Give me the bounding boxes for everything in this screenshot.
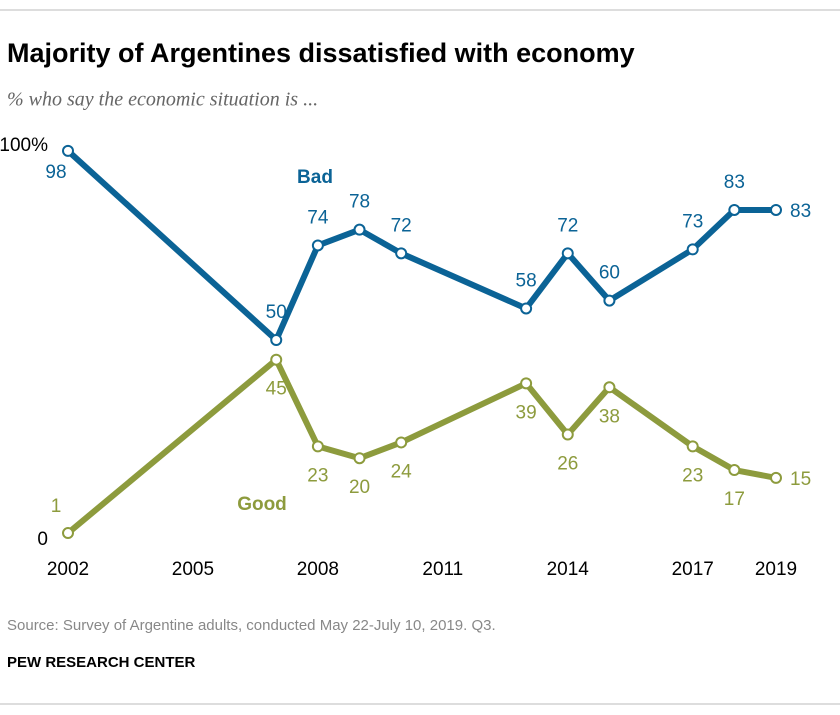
point xyxy=(728,464,741,477)
point xyxy=(520,377,533,390)
point xyxy=(520,302,533,315)
value-label: 98 xyxy=(45,162,66,183)
value-label: 72 xyxy=(391,215,412,236)
value-label: 24 xyxy=(391,461,413,482)
value-label: 83 xyxy=(724,172,745,193)
value-label: 72 xyxy=(557,215,578,236)
y-tick-label: 100% xyxy=(0,135,48,156)
value-label: 1 xyxy=(51,496,62,517)
x-tick-label: 2019 xyxy=(755,559,797,580)
point xyxy=(311,440,324,453)
value-label: 58 xyxy=(516,270,537,291)
footer: PEW RESEARCH CENTER xyxy=(7,654,196,671)
point xyxy=(603,294,616,307)
y-tick-label: 0 xyxy=(37,529,48,550)
value-label: 20 xyxy=(349,477,370,498)
series-label: Good xyxy=(237,494,287,515)
point xyxy=(270,353,283,366)
point xyxy=(561,247,574,260)
value-label: 38 xyxy=(599,406,620,427)
point xyxy=(62,527,74,540)
point xyxy=(603,381,616,394)
series-label: Bad xyxy=(297,167,333,188)
value-label: 50 xyxy=(266,302,287,323)
value-label: 23 xyxy=(682,465,703,486)
value-label: 26 xyxy=(557,454,578,475)
point xyxy=(686,440,699,453)
point xyxy=(395,247,408,260)
point xyxy=(561,428,574,441)
chart-subtitle: % who say the economic situation is ... xyxy=(7,89,318,111)
value-label: 74 xyxy=(307,207,329,228)
chart-title: Majority of Argentines dissatisfied with… xyxy=(7,38,635,68)
value-label: 45 xyxy=(266,379,287,400)
point xyxy=(353,452,366,465)
point xyxy=(395,436,408,449)
x-tick-label: 2014 xyxy=(547,559,590,580)
value-label: 78 xyxy=(349,192,370,213)
value-label: 17 xyxy=(724,489,745,510)
x-tick-label: 2008 xyxy=(297,559,339,580)
x-tick-label: 2017 xyxy=(672,559,714,580)
x-tick-label: 2011 xyxy=(422,559,463,580)
x-tick-label: 2002 xyxy=(47,559,89,580)
value-label: 83 xyxy=(790,201,811,222)
point xyxy=(311,239,324,252)
value-label: 60 xyxy=(599,263,620,284)
value-label: 15 xyxy=(790,469,811,490)
point xyxy=(270,334,283,346)
point xyxy=(770,471,782,484)
point xyxy=(686,243,699,256)
value-label: 73 xyxy=(682,211,703,232)
point xyxy=(770,203,782,216)
point xyxy=(62,144,74,157)
series-line xyxy=(65,148,776,343)
source-note: Source: Survey of Argentine adults, cond… xyxy=(7,617,496,634)
x-tick-label: 2005 xyxy=(172,559,214,580)
series-line xyxy=(66,356,777,536)
value-label: 39 xyxy=(516,402,537,423)
point xyxy=(728,203,741,216)
point xyxy=(353,223,366,236)
value-label: 23 xyxy=(307,465,328,486)
